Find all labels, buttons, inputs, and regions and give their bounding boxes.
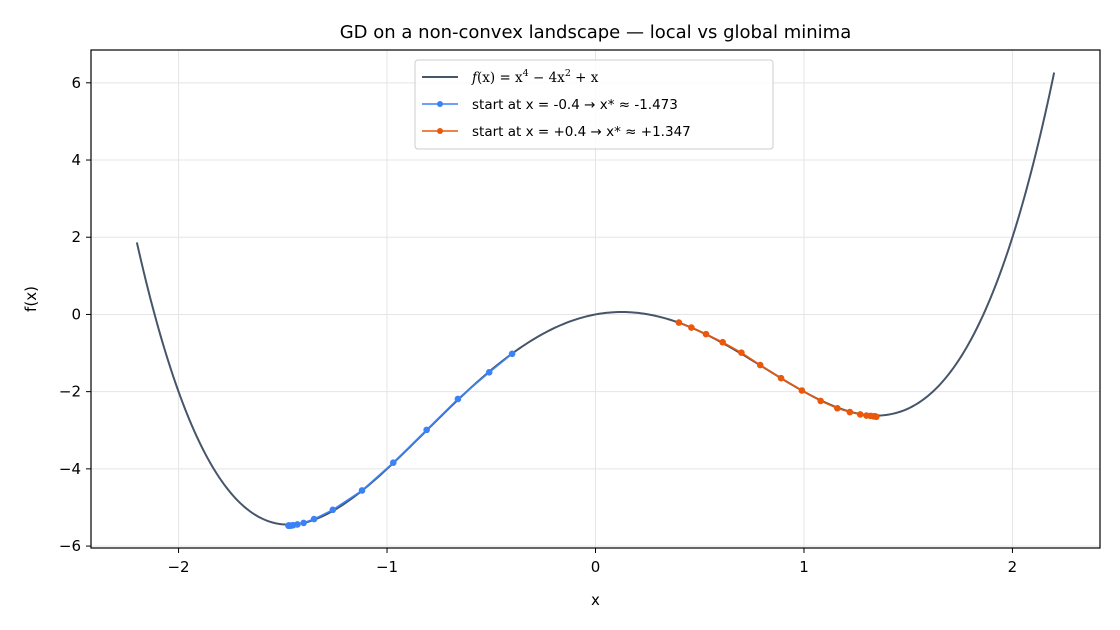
series-2-point [675,319,683,326]
series-2-point [702,330,710,338]
series-1-point [454,395,462,403]
series-2-point [856,411,864,418]
x-axis-label: x [591,591,600,609]
x-tick-label: 1 [799,558,809,576]
series-1-point [389,459,397,466]
x-tick-label: −2 [167,558,189,576]
legend-marker-series-1 [437,101,443,107]
series-2-point [756,361,764,369]
series-1-point [300,519,307,527]
legend-marker-series-2 [437,128,443,134]
series-2-point [846,408,854,416]
series-2-point [798,387,806,394]
series-2-point [688,324,695,331]
y-tick-label: 6 [71,74,81,92]
series-2-point [777,374,785,382]
series-2-point [817,397,824,405]
y-tick-label: −4 [59,460,81,478]
series-1-point [485,369,493,376]
y-tick-label: 2 [71,228,81,246]
x-tick-label: 0 [591,558,601,576]
series-2-point [738,349,745,356]
series-layer [285,319,880,529]
series-2-point [873,413,880,421]
series-1-point [508,350,516,358]
chart-title: GD on a non-convex landscape — local vs … [340,22,852,43]
y-tick-label: 0 [71,305,81,323]
y-tick-label: −6 [59,537,81,555]
legend-label-series-2: start at x = +0.4 → x* ≈ +1.347 [472,124,691,140]
legend: f(x) = x4 − 4x2 + x start at x = -0.4 → … [414,59,774,150]
series-1-point [358,487,366,494]
x-tick-label: −1 [376,558,398,576]
y-tick-label: −2 [59,383,81,401]
y-tick-label: 4 [71,151,81,169]
series-2-point [834,404,841,412]
series-1-point [329,506,337,514]
series-1-point [310,515,318,523]
series-1-point [423,426,430,434]
series-2-point [719,338,726,346]
series-1-point [285,522,292,529]
axis-ticks: −2 −1 0 1 2 −6 −4 −2 0 2 4 6 [59,74,1017,576]
legend-label-series-1: start at x = -0.4 → x* ≈ -1.473 [472,97,678,113]
legend-box [414,59,774,150]
y-axis-label: f(x) [22,286,40,312]
legend-label-curve: f(x) = x4 − 4x2 + x [471,68,599,86]
x-tick-label: 2 [1008,558,1018,576]
